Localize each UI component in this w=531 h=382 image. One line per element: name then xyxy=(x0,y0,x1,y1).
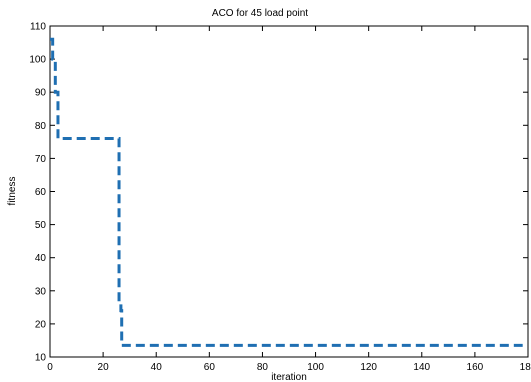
x-tick-label: 100 xyxy=(307,362,324,373)
y-axis: 10 20 30 40 50 60 70 80 90 100 110 xyxy=(29,22,528,364)
x-axis-label: iteration xyxy=(271,372,307,382)
y-tick-label: 80 xyxy=(35,121,47,132)
y-tick-label: 40 xyxy=(35,253,47,264)
x-tick-label: 40 xyxy=(151,362,163,373)
y-tick-label: 100 xyxy=(29,55,46,66)
y-tick-label: 60 xyxy=(35,187,47,198)
x-tick-label: 20 xyxy=(98,362,110,373)
x-tick-label: 160 xyxy=(467,362,484,373)
x-tick-label: 120 xyxy=(360,362,377,373)
plot-area xyxy=(49,25,529,358)
x-tick-label: 60 xyxy=(204,362,216,373)
y-tick-label: 20 xyxy=(35,319,47,330)
x-tick-label: 80 xyxy=(257,362,269,373)
x-axis: 0 20 40 60 80 100 120 140 160 180 xyxy=(47,26,531,373)
x-tick-label: 180 xyxy=(520,362,531,373)
x-tick-label: 140 xyxy=(413,362,430,373)
y-tick-label: 110 xyxy=(30,22,46,33)
y-tick-label: 30 xyxy=(35,286,47,297)
y-tick-label: 70 xyxy=(35,154,47,165)
fitness-series-line xyxy=(50,37,523,347)
chart-title: ACO for 45 load point xyxy=(212,8,308,19)
y-axis-label: fitness xyxy=(7,177,18,206)
y-tick-label: 50 xyxy=(35,220,47,231)
y-tick-label: 90 xyxy=(35,88,47,99)
x-tick-label: 0 xyxy=(47,362,53,373)
y-tick-label: 10 xyxy=(35,353,47,364)
